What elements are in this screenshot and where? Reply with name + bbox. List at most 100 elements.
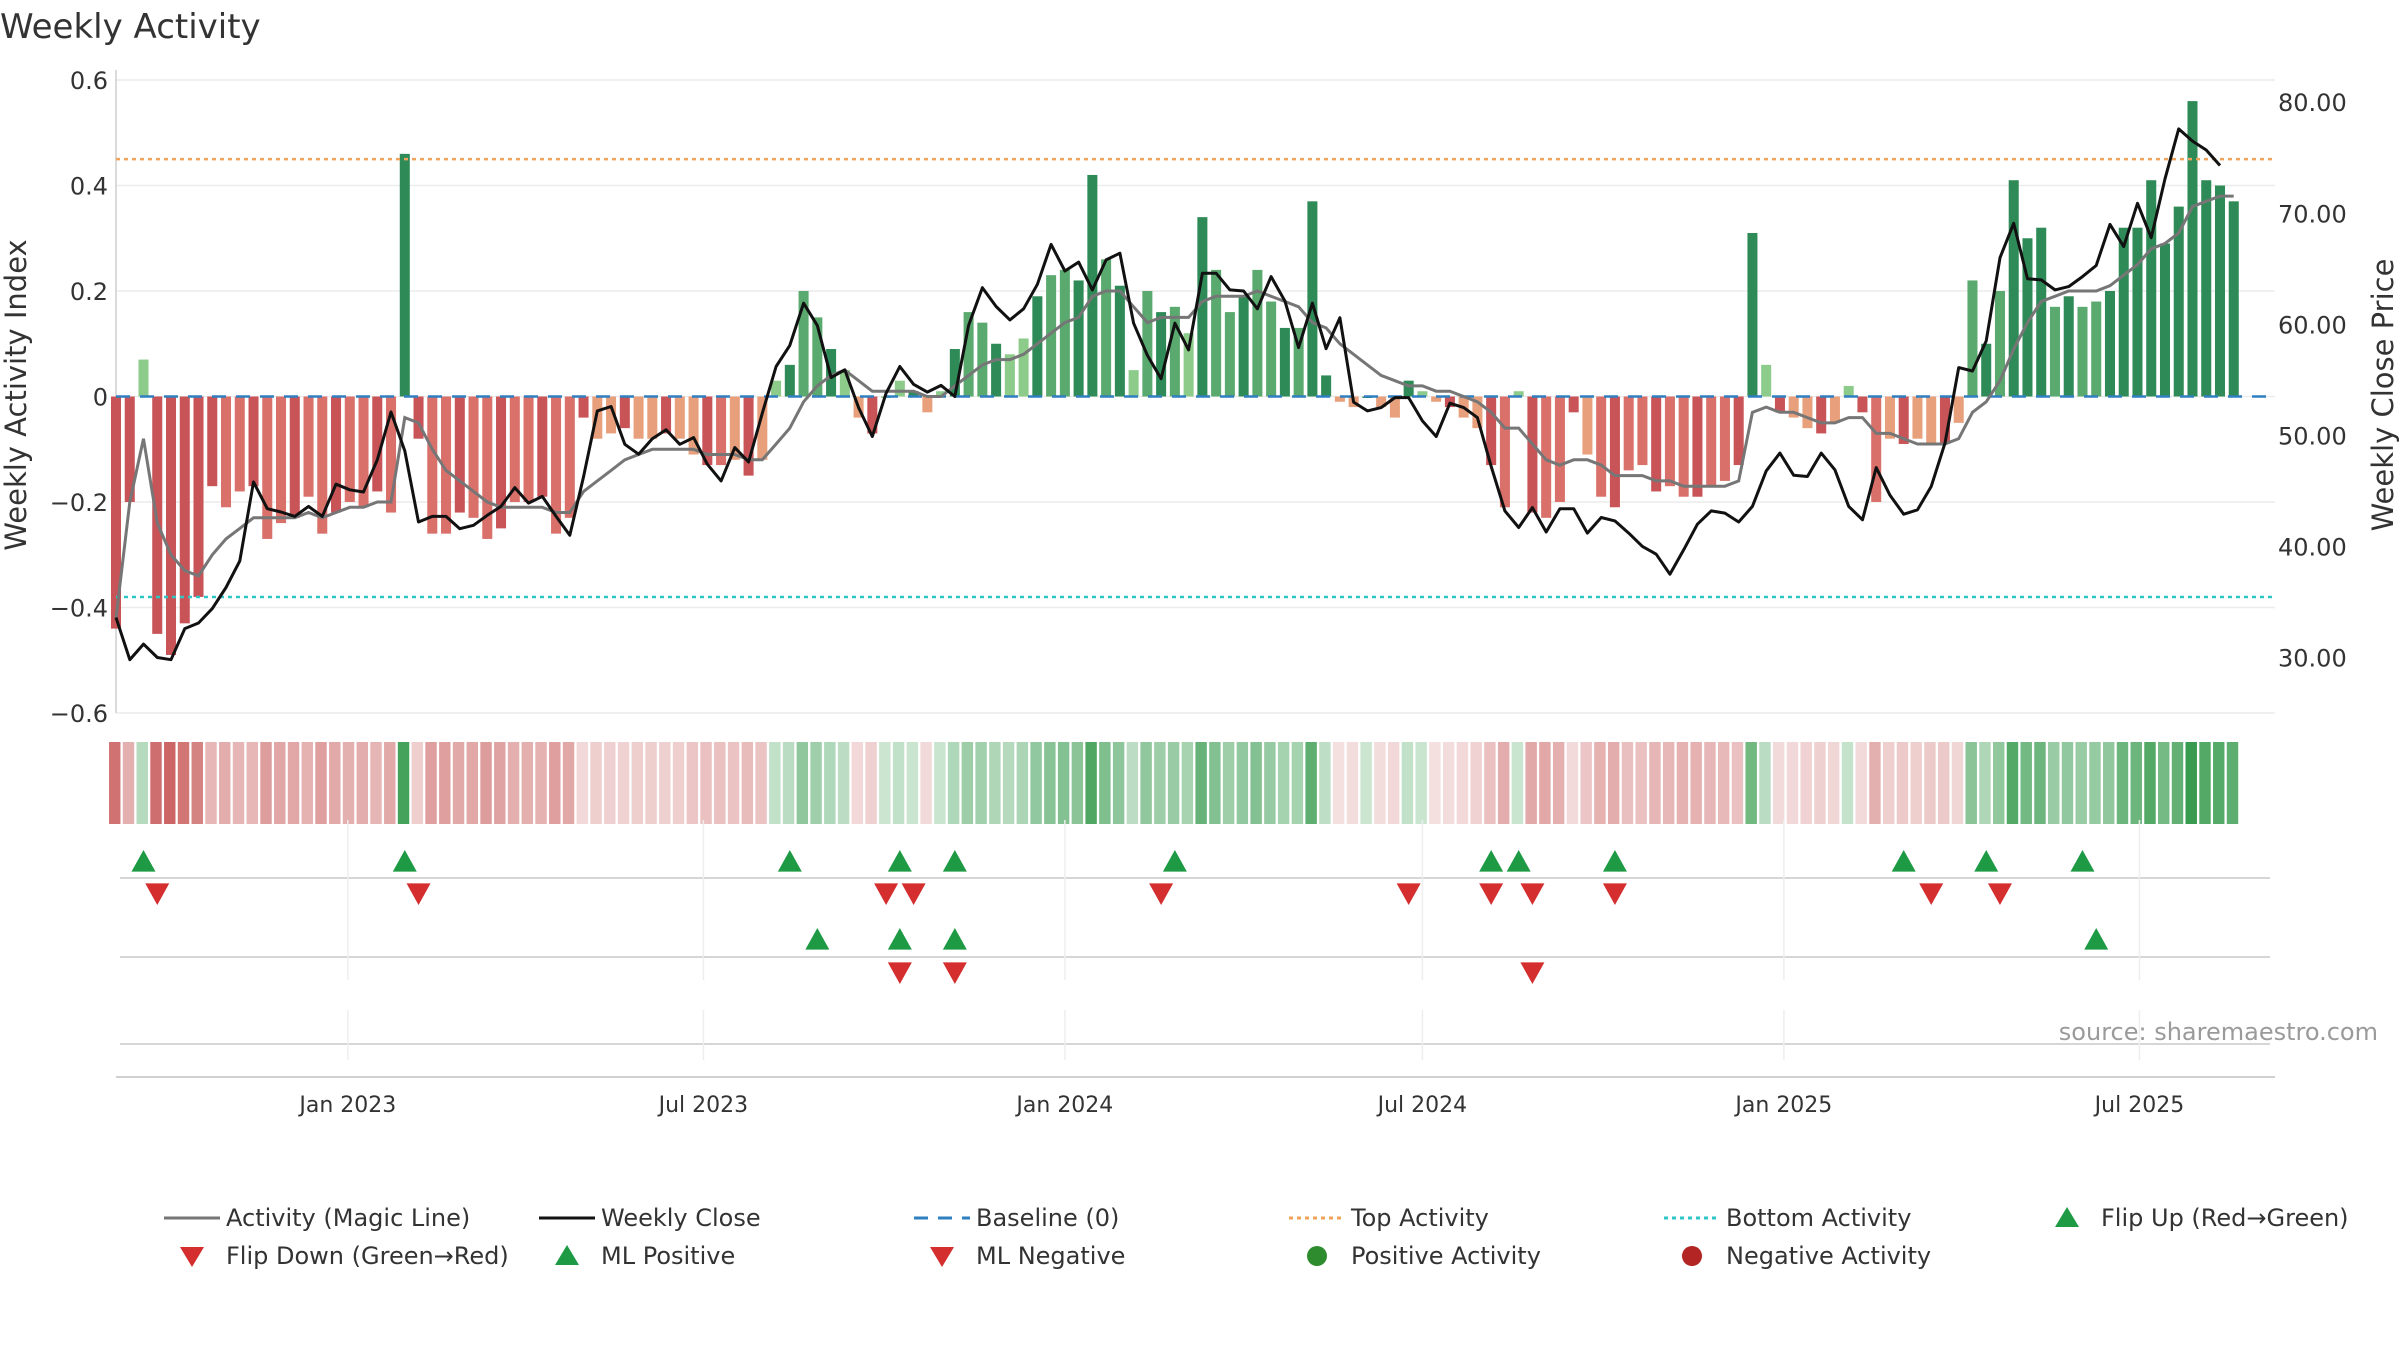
activity-bar bbox=[289, 396, 300, 518]
strip-cell bbox=[1181, 742, 1194, 824]
activity-bar bbox=[1321, 375, 1332, 397]
activity-bar bbox=[564, 396, 575, 518]
activity-bar bbox=[2201, 180, 2212, 397]
activity-bar bbox=[1293, 327, 1304, 397]
strip-cell bbox=[934, 742, 946, 824]
activity-bar bbox=[991, 343, 1002, 397]
y-tick-label-right: 50.00 bbox=[2278, 422, 2347, 450]
strip-cell bbox=[122, 742, 135, 824]
y-tick-label-right: 40.00 bbox=[2278, 533, 2347, 561]
strip-cell bbox=[2061, 742, 2074, 824]
activity-bar bbox=[1376, 396, 1387, 408]
activity-bar bbox=[674, 396, 685, 439]
legend-item: Weekly Close bbox=[535, 1200, 761, 1236]
legend-symbol bbox=[1682, 1246, 1702, 1266]
legend-symbol bbox=[914, 1216, 970, 1220]
strip-cell bbox=[1841, 742, 1854, 824]
strip-cell bbox=[1662, 742, 1675, 824]
strip-cell bbox=[1085, 742, 1097, 824]
activity-bar bbox=[248, 396, 259, 487]
strip-cell bbox=[1291, 742, 1304, 824]
activity-bar bbox=[1664, 396, 1675, 487]
activity-bar bbox=[1541, 396, 1552, 518]
activity-bar bbox=[1609, 396, 1620, 508]
activity-bar bbox=[124, 396, 135, 502]
activity-bar bbox=[1939, 396, 1950, 444]
activity-bar bbox=[1527, 396, 1538, 513]
activity-bar bbox=[1183, 333, 1194, 397]
activity-bar bbox=[1898, 396, 1909, 444]
activity-bar bbox=[1307, 201, 1318, 397]
strip-cell bbox=[384, 742, 396, 824]
activity-bar bbox=[1486, 396, 1497, 466]
activity-bar bbox=[1568, 396, 1579, 413]
strip-cell bbox=[796, 742, 809, 824]
flip-up-marker bbox=[887, 850, 912, 872]
legend-symbol bbox=[1289, 1216, 1345, 1220]
activity-bar bbox=[1816, 396, 1827, 434]
strip-cell bbox=[672, 742, 685, 824]
x-ticks: Jan 2023 Jul 2023 Jan 2024 Jul 2024 Jan 2025… bbox=[116, 820, 2275, 1118]
activity-bar bbox=[867, 396, 878, 434]
flip-down-marker bbox=[1987, 883, 2012, 905]
strip-cell bbox=[2199, 742, 2211, 824]
flip-down-marker bbox=[1520, 883, 1545, 905]
activity-bar bbox=[894, 380, 905, 397]
activity-bar bbox=[1802, 396, 1813, 429]
strip-cell bbox=[1511, 742, 1524, 824]
strip-cell bbox=[439, 742, 451, 824]
strip-cell bbox=[700, 742, 712, 824]
activity-bar bbox=[165, 396, 177, 655]
strip-cell bbox=[150, 742, 162, 824]
strip-cell bbox=[1167, 742, 1180, 824]
activity-bar bbox=[1417, 391, 1428, 397]
strip-cell bbox=[920, 742, 932, 824]
strip-cell bbox=[1539, 742, 1551, 824]
strip-cell bbox=[494, 742, 506, 824]
y-ticks-right: 80.00 70.00 60.00 50.00 40.00 30.00 bbox=[2278, 89, 2347, 672]
strip-cell bbox=[2130, 742, 2142, 824]
activity-bar bbox=[784, 364, 795, 397]
strip-cell bbox=[177, 742, 190, 824]
strip-cell bbox=[1580, 742, 1592, 824]
strip-cell bbox=[1209, 742, 1221, 824]
y-tick-label-left: −0.4 bbox=[50, 595, 108, 623]
strip-cell bbox=[1236, 742, 1249, 824]
activity-bar bbox=[1073, 280, 1084, 397]
activity-bar bbox=[1238, 296, 1249, 397]
activity-bar bbox=[757, 396, 768, 460]
strip-cell bbox=[1731, 742, 1744, 824]
activity-bar bbox=[936, 391, 947, 397]
activity-bar bbox=[812, 317, 823, 397]
strip-cell bbox=[232, 742, 245, 824]
flip-up-marker bbox=[1974, 850, 1999, 872]
strip-cell bbox=[2034, 742, 2046, 824]
activity-bar bbox=[110, 396, 122, 629]
y-tick-label-right: 60.00 bbox=[2278, 311, 2347, 339]
y-tick-label-right: 30.00 bbox=[2278, 644, 2347, 672]
strip-cell bbox=[2116, 742, 2129, 824]
flip-up-marker bbox=[1162, 850, 1187, 872]
strip-cell bbox=[645, 742, 657, 824]
strip-cell bbox=[1305, 742, 1317, 824]
activity-bar bbox=[399, 153, 410, 397]
legend-item: Activity (Magic Line) bbox=[160, 1200, 470, 1236]
y-tick-label-right: 80.00 bbox=[2278, 89, 2347, 117]
strip-cell bbox=[246, 742, 258, 824]
activity-bar bbox=[2146, 180, 2157, 397]
strip-cell bbox=[2185, 742, 2197, 824]
flip-up-marker bbox=[1891, 850, 1916, 872]
strip-cell bbox=[1855, 742, 1867, 824]
magic-line bbox=[114, 194, 2234, 619]
strip-cell bbox=[2006, 742, 2019, 824]
activity-bar bbox=[2187, 101, 2198, 397]
y-tick-label-left: 0 bbox=[93, 384, 108, 412]
activity-bar bbox=[729, 396, 740, 460]
strip-cell bbox=[356, 742, 368, 824]
strip-cell bbox=[1882, 742, 1895, 824]
strip-cell bbox=[480, 742, 492, 824]
strip-cell bbox=[1566, 742, 1579, 824]
activity-bar bbox=[1156, 312, 1167, 397]
legend-item: Flip Up (Red→Green) bbox=[2035, 1200, 2349, 1236]
